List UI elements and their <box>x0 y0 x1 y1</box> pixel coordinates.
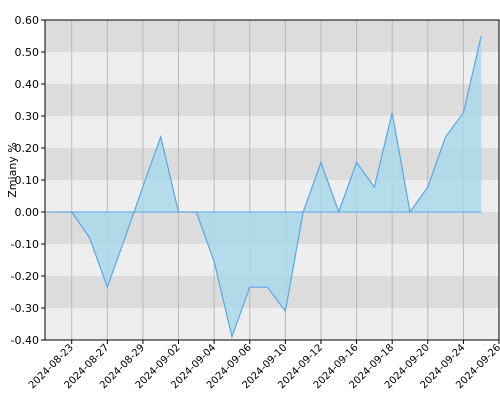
y-tick-label: 0.20 <box>15 142 40 155</box>
y-tick-label: -0.40 <box>11 334 39 347</box>
y-tick-label: 0.30 <box>15 110 40 123</box>
band <box>45 84 499 116</box>
band <box>45 52 499 84</box>
y-tick-label: 0.50 <box>15 46 40 59</box>
band <box>45 20 499 52</box>
series-area <box>45 35 482 339</box>
y-axis-label: Zmiany % <box>6 142 19 197</box>
y-tick-label: 0.10 <box>15 174 40 187</box>
band <box>45 116 499 148</box>
y-tick-label: -0.20 <box>11 270 39 283</box>
series-fill <box>53 36 482 337</box>
band <box>45 308 499 340</box>
y-tick-label: 0.40 <box>15 78 40 91</box>
y-tick-label: 0.60 <box>15 14 40 27</box>
y-tick-label: -0.10 <box>11 238 39 251</box>
series-line <box>53 35 482 339</box>
y-axis-ticks: 0.60 0.50 0.40 0.30 0.20 0.10 0.00 -0.10 -0.20 -0… <box>11 14 45 347</box>
y-tick-label: 0.00 <box>15 206 40 219</box>
y-tick-label: -0.30 <box>11 302 39 315</box>
vertical-gridlines <box>71 20 500 340</box>
x-axis-ticks: 2024-08-232024-08-272024-08-292024-09-02… <box>27 340 500 391</box>
band <box>45 148 499 180</box>
